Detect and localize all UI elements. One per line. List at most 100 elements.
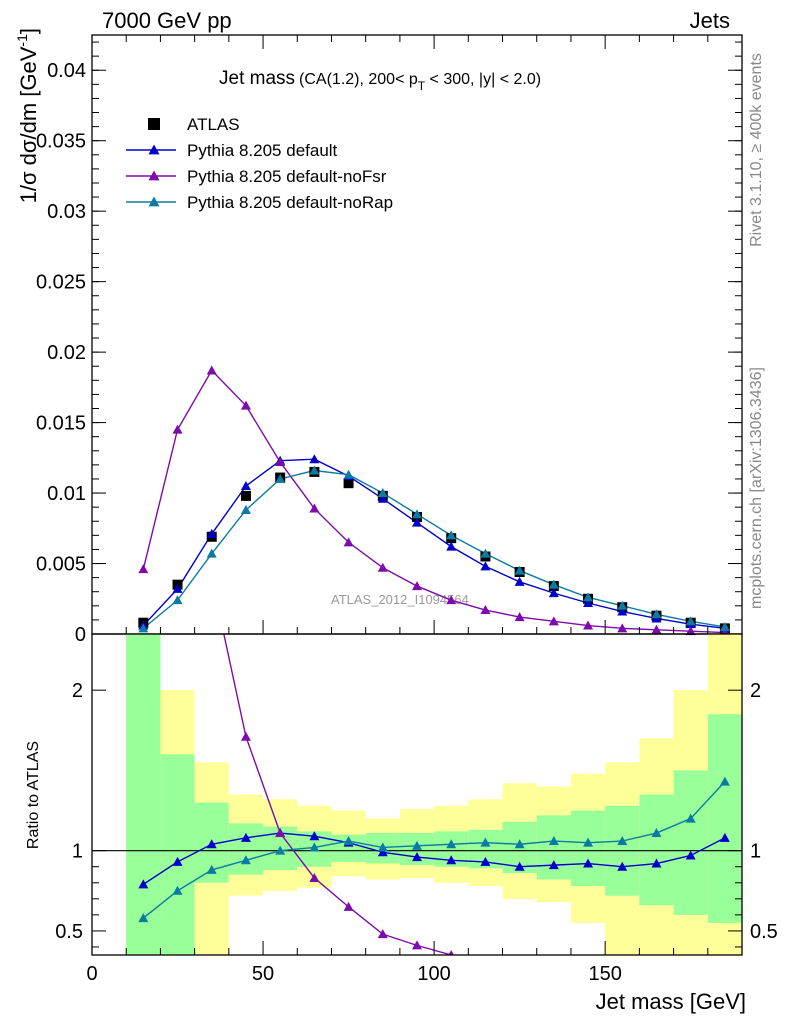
marker-default xyxy=(240,481,251,491)
ratio-marker-default xyxy=(138,879,149,889)
legend-marker-default xyxy=(148,144,160,155)
title-subscript: T xyxy=(418,79,426,93)
marker-noFsr xyxy=(206,365,217,375)
ratio-marker-noRap xyxy=(138,913,149,923)
marker-noFsr xyxy=(617,623,628,633)
ratio-marker-noRap xyxy=(617,836,628,846)
ratio-marker-default xyxy=(412,852,422,862)
ytick-label: 0 xyxy=(75,624,86,646)
ratio-marker-noFsr xyxy=(343,901,354,911)
ratio-marker-noRap xyxy=(685,813,696,823)
ratio-ylabel: Ratio to ATLAS xyxy=(25,741,42,849)
marker-noRap xyxy=(206,548,217,558)
data-point-atlas xyxy=(343,478,354,489)
ytick-label: 0.035 xyxy=(36,131,86,153)
marker-noRap xyxy=(719,621,730,631)
marker-default xyxy=(480,561,491,571)
ratio-marker-default xyxy=(309,831,320,841)
ratio-marker-noRap xyxy=(377,842,388,852)
ratio-marker-default xyxy=(617,861,628,871)
header-left: 7000 GeV pp xyxy=(102,8,232,33)
ratio-marker-noRap xyxy=(719,776,730,786)
top-ylabel-main: 1/σ dσ/dm [GeV xyxy=(16,46,41,203)
legend-label-default: Pythia 8.205 default xyxy=(187,141,338,160)
marker-default xyxy=(309,454,320,464)
ytick-label: 0.02 xyxy=(47,342,86,364)
legend-marker-noRap xyxy=(148,196,160,207)
title-sub: (CA(1.2), 200< p xyxy=(299,71,418,88)
band-green xyxy=(536,815,571,880)
ratio-marker-noRap xyxy=(206,864,217,874)
header-right: Jets xyxy=(690,8,730,33)
mcplots-label: mcplots.cern.ch [arXiv:1306.3436] xyxy=(748,367,765,609)
marker-noFsr xyxy=(138,564,149,574)
ratio-marker-noRap xyxy=(343,836,354,846)
ratio-marker-noRap xyxy=(172,885,183,895)
xtick-label: 150 xyxy=(588,963,621,985)
plot-title: Jet mass (CA(1.2), 200< pT < 300, |y| < 2… xyxy=(219,68,541,93)
ratio-frame xyxy=(91,633,743,956)
marker-noRap xyxy=(138,623,149,633)
ratio-marker-noRap xyxy=(651,828,662,838)
marker-noFsr xyxy=(583,620,594,630)
ratio-marker-default xyxy=(172,856,183,866)
legend-marker-atlas xyxy=(148,118,160,130)
marker-noFsr xyxy=(309,503,320,513)
marker-noFsr xyxy=(480,605,491,615)
marker-default xyxy=(172,583,183,593)
legend-marker-noFsr xyxy=(148,170,160,181)
marker-noRap xyxy=(617,600,628,610)
ratio-marker-noRap xyxy=(514,839,525,849)
marker-default xyxy=(412,517,422,527)
ytick-label: 0.03 xyxy=(47,201,86,223)
ratio-marker-default xyxy=(583,858,594,868)
band-green xyxy=(228,823,264,875)
marker-noRap xyxy=(446,530,457,540)
ratio-marker-noRap xyxy=(412,840,422,850)
ratio-marker-noRap xyxy=(275,845,286,855)
marker-noRap xyxy=(240,504,251,514)
ytick-label: 0.015 xyxy=(36,413,86,435)
marker-noFsr xyxy=(343,537,354,547)
band-green xyxy=(639,794,674,906)
band-green xyxy=(707,714,742,923)
ratio-ytick-label-right: 1 xyxy=(750,841,761,863)
marker-noFsr xyxy=(651,624,662,634)
watermark: ATLAS_2012_I1094564 xyxy=(331,592,469,607)
ratio-marker-noRap xyxy=(480,837,491,847)
ratio-ytick-label: 1 xyxy=(72,841,83,863)
ratio-panel: 0.5 0.5 1 1 2 2 0 50 100 150 xyxy=(55,633,778,985)
legend-label-noFsr: Pythia 8.205 default-noFsr xyxy=(187,167,387,186)
ratio-marker-noRap xyxy=(548,836,559,846)
ytick-label: 0.025 xyxy=(36,272,86,294)
ratio-marker-default xyxy=(514,861,525,871)
data-point-atlas xyxy=(240,490,251,501)
marker-noRap xyxy=(514,565,525,575)
ratio-marker-noFsr xyxy=(412,940,422,950)
rivet-label: Rivet 3.1.10, ≥ 400k events xyxy=(748,53,765,247)
ratio-ytick-label: 2 xyxy=(72,680,83,702)
marker-noRap xyxy=(172,595,183,605)
marker-noRap xyxy=(377,488,388,498)
xlabel: Jet mass [GeV] xyxy=(596,989,746,1014)
marker-noRap xyxy=(480,548,491,558)
marker-default xyxy=(446,541,457,551)
band-green xyxy=(126,634,161,955)
ytick-label: 0.005 xyxy=(36,554,86,576)
marker-noFsr xyxy=(514,612,525,622)
marker-noFsr xyxy=(240,400,251,410)
ratio-ytick-label-right: 0.5 xyxy=(750,921,778,943)
ratio-marker-default xyxy=(480,856,491,866)
ratio-line-noRap xyxy=(142,781,726,919)
marker-noFsr xyxy=(377,562,388,572)
marker-noRap xyxy=(548,579,559,589)
ratio-marker-default xyxy=(651,858,662,868)
marker-default xyxy=(548,588,559,598)
ratio-marker-noFsr xyxy=(377,929,388,939)
marker-default xyxy=(377,493,388,503)
ratio-marker-noRap xyxy=(309,842,320,852)
band-green xyxy=(570,810,606,886)
legend-label-noRap: Pythia 8.205 default-noRap xyxy=(187,193,393,212)
ratio-marker-default xyxy=(446,855,457,865)
